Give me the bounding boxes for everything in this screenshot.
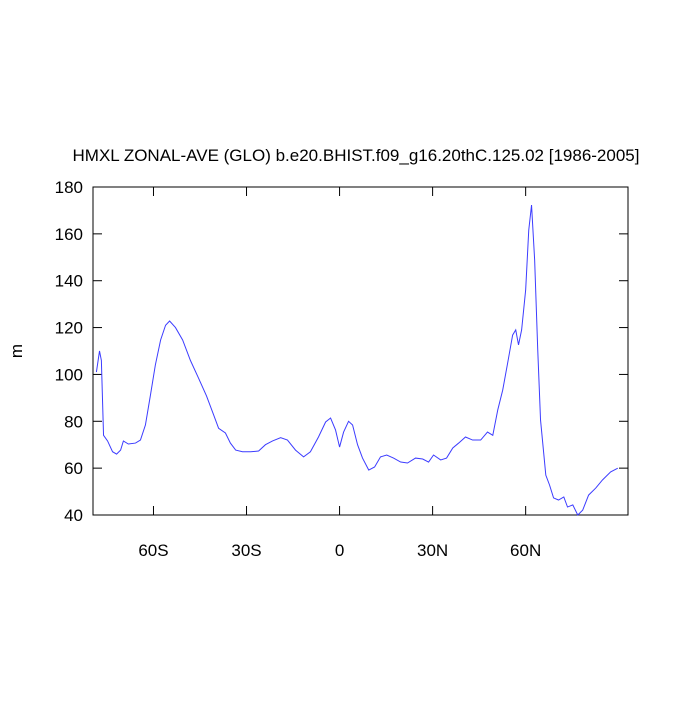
y-axis-label: m — [7, 344, 26, 358]
data-line — [95, 204, 619, 516]
y-tick-label: 100 — [55, 365, 83, 384]
x-tick-label: 30N — [417, 541, 448, 560]
y-tick-label: 80 — [64, 412, 83, 431]
plot-frame — [92, 186, 629, 516]
y-tick-label: 180 — [55, 178, 83, 197]
x-tick-label: 0 — [335, 541, 344, 560]
y-tick-label: 120 — [55, 319, 83, 338]
x-tick-label: 60S — [138, 541, 168, 560]
x-tick-label: 60N — [510, 541, 541, 560]
x-tick-label: 30S — [231, 541, 261, 560]
y-tick-label: 160 — [55, 225, 83, 244]
y-tick-label: 140 — [55, 272, 83, 291]
y-tick-label: 60 — [64, 459, 83, 478]
y-tick-label: 40 — [64, 506, 83, 525]
chart-title: HMXL ZONAL-AVE (GLO) b.e20.BHIST.f09_g16… — [73, 146, 640, 165]
